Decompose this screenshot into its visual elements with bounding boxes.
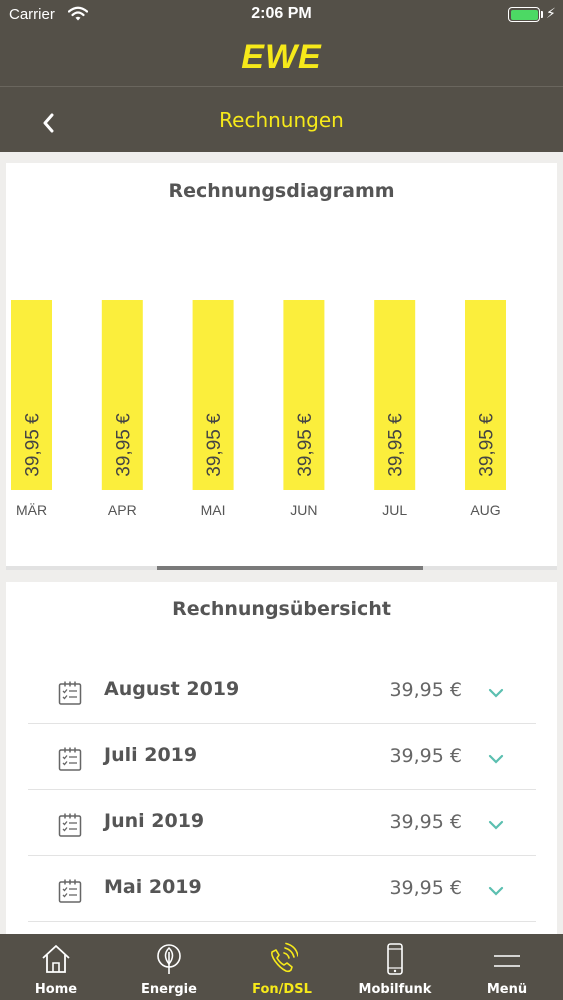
tab-mobilfunk[interactable]: Mobilfunk	[339, 934, 451, 1000]
invoice-amount: 39,95 €	[389, 877, 462, 899]
chart-bar-apr[interactable]	[101, 300, 143, 490]
chart-bar-mär[interactable]	[11, 300, 52, 490]
overview-title: Rechnungsübersicht	[172, 598, 391, 620]
wifi-icon	[68, 6, 88, 21]
menu-icon	[494, 955, 520, 967]
charging-icon: ⚡	[546, 6, 556, 22]
invoice-bar-chart[interactable]: 39,95 € MÄR 39,95 € APR 39,95 € MAI 39,95 € JUN…	[6, 163, 557, 563]
house-icon	[42, 945, 70, 973]
chevron-down-icon[interactable]	[488, 688, 504, 698]
page-title: Rechnungen	[219, 108, 344, 132]
chart-scroll-thumb[interactable]	[157, 566, 423, 570]
invoice-amount: 39,95 €	[389, 811, 462, 833]
invoice-chart-card: Rechnungsdiagramm 39,95 € MÄR 39,95 € APR 39…	[6, 163, 557, 570]
chart-data-label: 39,95 €	[204, 413, 225, 477]
invoice-row-juli[interactable]: Juli 2019 39,95 €	[28, 724, 536, 790]
chart-scrollbar[interactable]	[6, 566, 557, 570]
tab-menu[interactable]: Menü	[451, 934, 563, 1000]
invoice-calendar-icon	[58, 879, 82, 903]
tab-label: Menü	[486, 982, 528, 997]
leaf-icon	[157, 944, 181, 974]
tab-bar: Home Energie Fon/DSL Mobilfunk	[0, 934, 563, 1000]
invoice-amount: 39,95 €	[389, 679, 462, 701]
chevron-down-icon[interactable]	[488, 886, 504, 896]
chart-bar-mai[interactable]	[192, 300, 234, 490]
tab-label: Mobilfunk	[358, 982, 432, 997]
chart-month-label: APR	[108, 502, 137, 518]
smartphone-icon	[387, 943, 403, 975]
nav-divider	[0, 86, 563, 87]
chart-month-label: JUN	[290, 502, 317, 518]
chart-title: Rechnungsdiagramm	[168, 180, 395, 202]
tab-fon-dsl[interactable]: Fon/DSL	[226, 934, 338, 1000]
chart-data-label: 39,95 €	[113, 413, 134, 477]
tab-label: Home	[34, 982, 78, 997]
phone-icon	[271, 942, 298, 973]
chart-month-label: AUG	[470, 502, 500, 518]
battery-icon	[508, 7, 540, 22]
chart-bar-jul[interactable]	[374, 300, 416, 490]
chevron-down-icon[interactable]	[488, 820, 504, 830]
chart-data-label: 39,95 €	[295, 413, 316, 477]
app-header: Carrier 2:06 PM ⚡ EWE Rechnungen	[0, 0, 563, 152]
chart-data-label: 39,95 €	[386, 413, 407, 477]
chart-data-label: 39,95 €	[477, 413, 498, 477]
chart-month-label: MÄR	[16, 502, 47, 518]
chart-bar-aug[interactable]	[465, 300, 506, 490]
invoice-calendar-icon	[58, 747, 82, 771]
tab-home[interactable]: Home	[0, 934, 112, 1000]
chevron-down-icon[interactable]	[488, 754, 504, 764]
status-bar: Carrier 2:06 PM ⚡	[0, 0, 563, 30]
invoice-row-august[interactable]: August 2019 39,95 €	[28, 658, 536, 724]
invoice-month: Mai 2019	[104, 876, 202, 898]
invoice-calendar-icon	[58, 813, 82, 837]
invoice-calendar-icon	[58, 681, 82, 705]
invoice-amount: 39,95 €	[389, 745, 462, 767]
invoice-row-juni[interactable]: Juni 2019 39,95 €	[28, 790, 536, 856]
chart-month-label: MAI	[201, 502, 226, 518]
invoice-row-mai[interactable]: Mai 2019 39,95 €	[28, 856, 536, 922]
chart-month-label: JUL	[382, 502, 407, 518]
tab-energie[interactable]: Energie	[113, 934, 225, 1000]
invoice-overview-card: Rechnungsübersicht August 2019 39,95 € J	[6, 582, 557, 934]
chart-data-label: 39,95 €	[23, 413, 44, 477]
invoice-month: Juni 2019	[104, 810, 205, 832]
ewe-logo: EWE	[241, 38, 322, 76]
tab-label: Energie	[141, 982, 197, 997]
carrier-label: Carrier	[9, 6, 55, 23]
invoice-month: Juli 2019	[104, 744, 198, 766]
back-chevron-icon[interactable]	[38, 110, 60, 136]
invoice-month: August 2019	[104, 678, 240, 700]
battery-tip	[541, 11, 543, 18]
tab-label: Fon/DSL	[252, 982, 312, 997]
status-time: 2:06 PM	[251, 5, 312, 22]
chart-bar-jun[interactable]	[283, 300, 325, 490]
